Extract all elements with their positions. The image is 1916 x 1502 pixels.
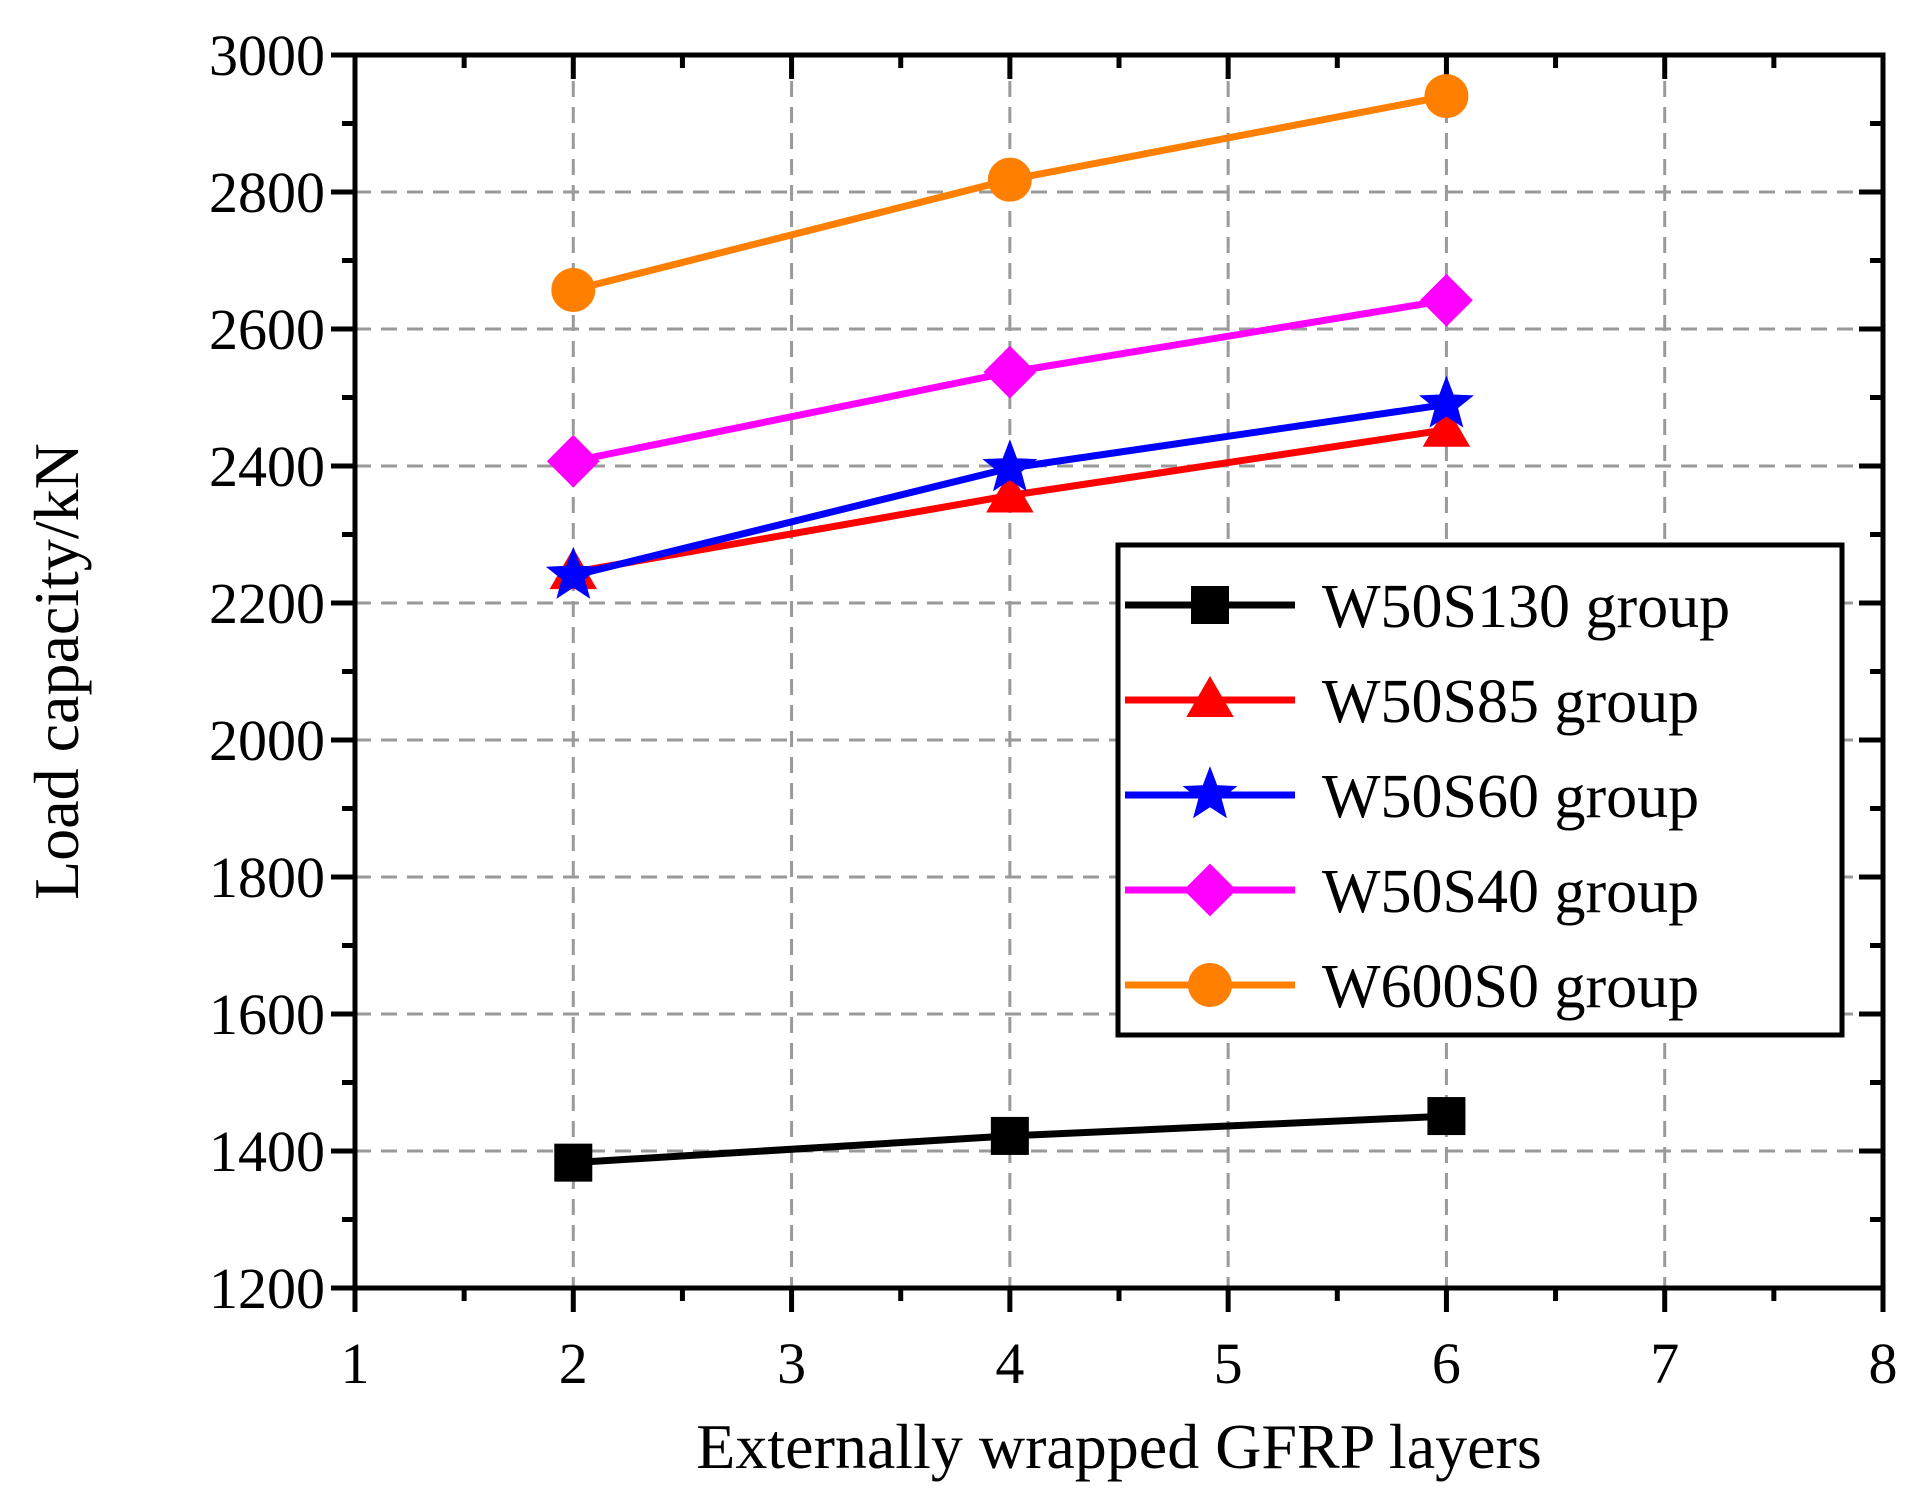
data-point-circle <box>1424 74 1469 119</box>
data-point-circle <box>551 267 596 312</box>
data-point-star <box>1418 375 1474 428</box>
series-w600s0-group <box>551 74 1469 312</box>
data-point-diamond <box>983 345 1037 399</box>
y-tick-label: 1600 <box>209 982 325 1047</box>
x-tick-label: 7 <box>1650 1331 1679 1396</box>
legend-label: W50S60 group <box>1322 763 1699 831</box>
legend-label: W50S40 group <box>1322 858 1699 926</box>
x-tick-label: 2 <box>559 1331 588 1396</box>
y-tick-label: 1800 <box>209 845 325 910</box>
data-point-star <box>545 546 601 599</box>
x-tick-label: 3 <box>777 1331 806 1396</box>
legend-item: W600S0 group <box>1125 953 1699 1021</box>
y-tick-label: 2000 <box>209 708 325 773</box>
legend-marker-triangle <box>1186 676 1234 717</box>
legend-label: W50S130 group <box>1322 573 1730 641</box>
data-point-diamond <box>1420 273 1473 327</box>
legend-box <box>1115 542 1845 1038</box>
legend-marker-diamond <box>1183 863 1237 917</box>
x-axis-title: Externally wrapped GFRP layers <box>696 1411 1541 1482</box>
y-tick-label: 2600 <box>209 297 325 362</box>
legend-item: W50S85 group <box>1125 668 1699 736</box>
legend-item: W50S130 group <box>1125 573 1730 641</box>
x-tick-label: 4 <box>995 1331 1024 1396</box>
x-tick-label: 1 <box>341 1331 370 1396</box>
x-tick-label: 5 <box>1214 1331 1243 1396</box>
y-tick-label: 1200 <box>209 1256 325 1321</box>
data-point-circle <box>987 157 1032 202</box>
plot-frame <box>352 52 1886 1291</box>
y-tick-label: 3000 <box>209 23 325 88</box>
series-w50s40-group <box>546 273 1473 488</box>
data-point-triangle <box>986 471 1034 513</box>
series-w50s60-group <box>545 375 1474 599</box>
x-tick-label: 8 <box>1869 1331 1898 1396</box>
y-tick-label: 2200 <box>209 571 325 636</box>
x-tick-label: 6 <box>1432 1331 1461 1396</box>
legend-label: W50S85 group <box>1322 668 1699 736</box>
y-axis-title: Load capacity/kN <box>21 443 92 900</box>
data-point-square <box>554 1143 593 1182</box>
data-point-diamond <box>546 434 600 488</box>
y-tick-label: 2800 <box>209 160 325 225</box>
data-point-square <box>990 1116 1029 1155</box>
series-w50s130-group <box>554 1097 1466 1182</box>
legend-label: W600S0 group <box>1322 953 1699 1021</box>
y-tick-label: 1400 <box>209 1119 325 1184</box>
y-tick-labels: 1200 1400 1600 1800 2000 2200 2400 2600 2800 3000 <box>209 23 325 1321</box>
data-series <box>545 74 1474 1182</box>
data-point-star <box>982 439 1038 492</box>
data-point-square <box>1427 1097 1466 1136</box>
x-tick-labels: 1 2 3 4 5 6 7 8 <box>341 1331 1898 1396</box>
legend-item: W50S60 group <box>1125 763 1699 831</box>
legend-marker-star <box>1182 766 1238 819</box>
legend-marker-circle <box>1188 963 1232 1007</box>
legend: W50S130 group W50S85 group W50S60 group W50… <box>1115 542 1845 1038</box>
legend-item: W50S40 group <box>1125 858 1699 926</box>
y-tick-label: 2400 <box>209 434 325 499</box>
data-point-triangle <box>1422 405 1471 447</box>
legend-marker-square <box>1191 586 1229 624</box>
